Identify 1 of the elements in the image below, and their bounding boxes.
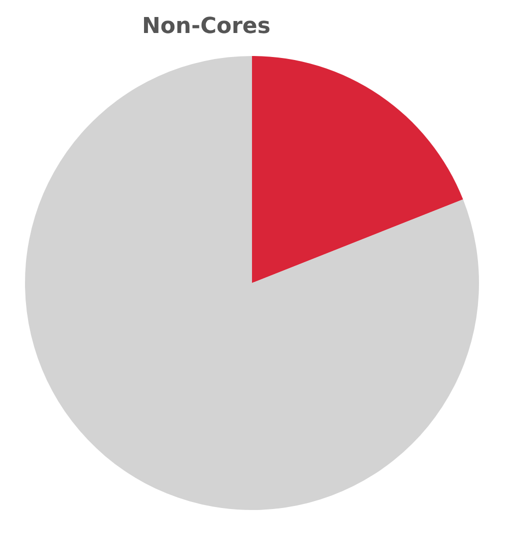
chart-title: Non-Cores	[142, 14, 270, 39]
